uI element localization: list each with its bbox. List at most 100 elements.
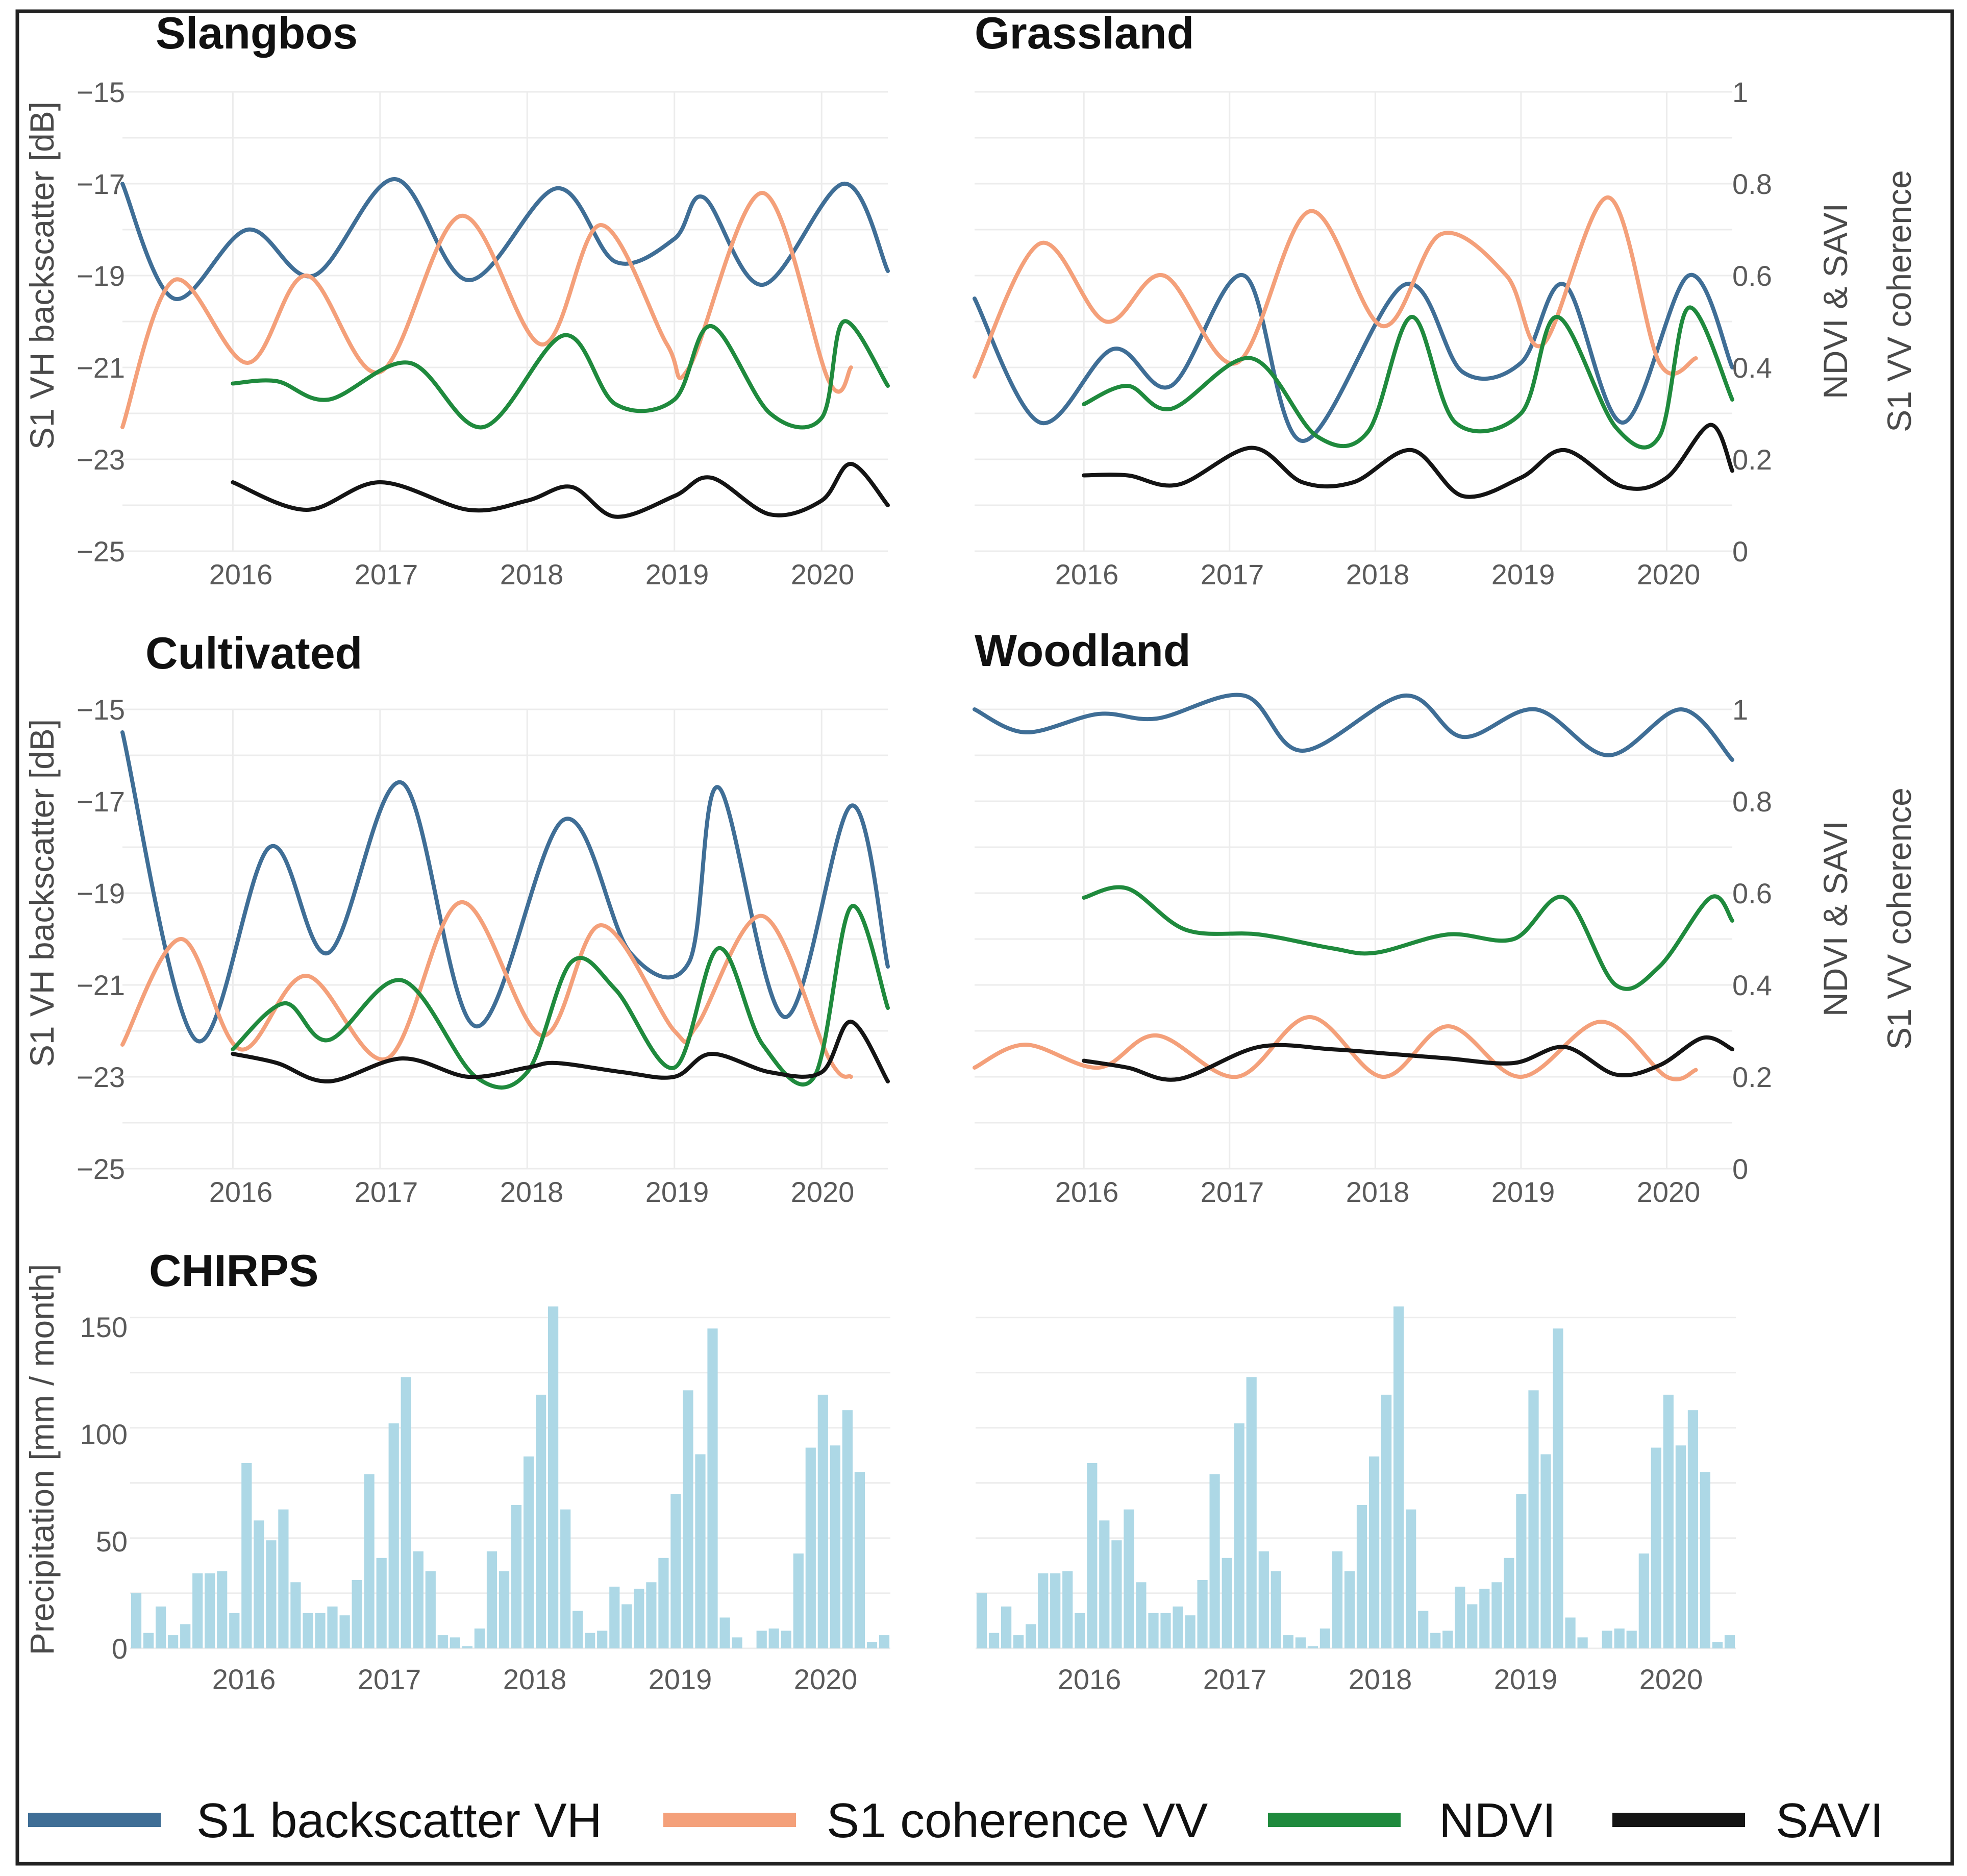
panel-title-grassland: Grassland — [975, 8, 1194, 58]
series-line-coherence — [120, 191, 853, 429]
precip-bar — [1038, 1573, 1049, 1648]
bar-plot-area-left — [130, 1306, 890, 1649]
precip-bar — [866, 1642, 878, 1648]
y2-tick-label: 0.8 — [1732, 785, 1772, 818]
y2-tick-label: 0.2 — [1732, 443, 1772, 476]
precip-bar — [278, 1509, 289, 1648]
precip-bar — [1075, 1613, 1085, 1648]
precip-bar — [437, 1635, 448, 1648]
y-tick-label: −17 — [77, 785, 125, 818]
precip-bar — [854, 1472, 865, 1648]
precip-bar — [1111, 1540, 1122, 1648]
series-line-savi — [1082, 423, 1734, 499]
precip-bar — [1528, 1390, 1539, 1648]
precip-bar — [719, 1617, 730, 1648]
precip-bar — [1393, 1306, 1404, 1648]
precip-bar — [989, 1633, 1000, 1648]
precip-bar — [670, 1494, 681, 1648]
y-ticks-left: −15 −17 −19 −21 −23 −25 — [77, 76, 125, 567]
precip-bar — [156, 1606, 166, 1648]
legend-label-coherence: S1 coherence VV — [827, 1793, 1208, 1848]
y-tick-label: 0 — [112, 1633, 128, 1665]
precip-bar — [401, 1377, 411, 1648]
x-tick-label: 2017 — [355, 1176, 418, 1208]
precip-bar — [1430, 1633, 1441, 1648]
y-axis-title-precipitation: Precipitation [mm / month] — [23, 1264, 61, 1656]
precip-bar — [817, 1394, 828, 1648]
y2-tick-label: 0.4 — [1732, 969, 1772, 1001]
precip-bar — [976, 1593, 987, 1648]
precip-bar — [315, 1613, 326, 1648]
x-tick-label: 2018 — [1346, 558, 1410, 590]
precip-bar — [634, 1589, 644, 1648]
precip-bar — [1307, 1646, 1318, 1648]
precip-bar — [1185, 1615, 1196, 1648]
precip-bar — [1626, 1631, 1637, 1648]
precip-bar — [1381, 1394, 1392, 1648]
x-tick-label: 2016 — [1055, 558, 1119, 590]
y2-tick-label: 0 — [1732, 535, 1748, 567]
precip-bar — [1712, 1642, 1723, 1648]
precip-bar — [560, 1509, 571, 1648]
precip-bar — [1724, 1635, 1735, 1648]
precip-bar — [768, 1628, 779, 1648]
series-line-ndvi — [1082, 305, 1734, 450]
precip-bar — [1455, 1587, 1465, 1648]
precip-bar — [1160, 1613, 1171, 1648]
precip-bar — [413, 1551, 424, 1648]
precip-bar — [327, 1606, 338, 1648]
panel-cultivated: Cultivated S1 VH backscatter [dB] −15 −1… — [23, 628, 854, 1208]
precip-bar — [388, 1423, 399, 1648]
plot-area-slangbos — [120, 91, 890, 552]
precip-bar — [1479, 1589, 1490, 1648]
precip-bar — [1124, 1509, 1134, 1648]
x-tick-label: 2017 — [355, 558, 418, 590]
precip-bar — [1614, 1628, 1625, 1648]
y2-tick-label: 0.6 — [1732, 260, 1772, 292]
y2-tick-label: 0.8 — [1732, 168, 1772, 200]
precip-bar — [830, 1445, 840, 1648]
y-ticks-left: −15 −17 −19 −21 −23 −25 — [77, 694, 125, 1185]
precip-bar — [241, 1463, 252, 1648]
y-tick-label: 50 — [96, 1525, 128, 1558]
precip-bar — [352, 1580, 362, 1648]
precip-bar — [842, 1410, 853, 1648]
legend-label-backscatter: S1 backscatter VH — [196, 1793, 602, 1848]
x-tick-label: 2020 — [1637, 558, 1701, 590]
precip-bar — [229, 1613, 240, 1648]
precip-bar — [1356, 1505, 1367, 1648]
panel-title-woodland: Woodland — [975, 625, 1191, 676]
precip-bar — [217, 1571, 228, 1648]
precip-bar — [1148, 1613, 1159, 1648]
precip-bar — [254, 1520, 264, 1648]
y-tick-label: 100 — [80, 1418, 128, 1450]
x-tick-label: 2019 — [645, 1176, 709, 1208]
y-tick-label: −23 — [77, 443, 125, 476]
precip-bar — [339, 1615, 350, 1648]
precip-bar — [486, 1551, 497, 1648]
y2-axis-title-ndvi-savi: NDVI & SAVI — [1816, 203, 1854, 399]
x-tick-label: 2019 — [645, 558, 709, 590]
figure-border — [15, 9, 1954, 1866]
precip-bar — [1687, 1410, 1698, 1648]
precip-bar — [1246, 1377, 1257, 1648]
plot-area-grassland — [973, 91, 1734, 552]
precip-bar — [1467, 1604, 1478, 1648]
panel-title-slangbos: Slangbos — [156, 8, 358, 58]
precip-bar — [499, 1571, 510, 1648]
precip-bar — [1319, 1628, 1330, 1648]
precip-bar — [303, 1613, 313, 1648]
x-tick-label: 2019 — [1494, 1663, 1558, 1695]
precip-bar — [131, 1593, 142, 1648]
y-axis-title-backscatter: S1 VH backscatter [dB] — [23, 719, 61, 1067]
series-line-coherence — [120, 900, 853, 1079]
precip-bar — [1442, 1631, 1453, 1648]
panel-title-cultivated: Cultivated — [145, 628, 362, 678]
precip-bar — [192, 1573, 203, 1648]
precip-bar — [1565, 1617, 1576, 1648]
precip-bar — [1577, 1637, 1588, 1648]
y-axis-title-backscatter: S1 VH backscatter [dB] — [23, 102, 61, 450]
x-tick-label: 2017 — [358, 1663, 421, 1695]
precip-bar — [1087, 1463, 1098, 1648]
y-tick-label: −21 — [77, 352, 125, 384]
